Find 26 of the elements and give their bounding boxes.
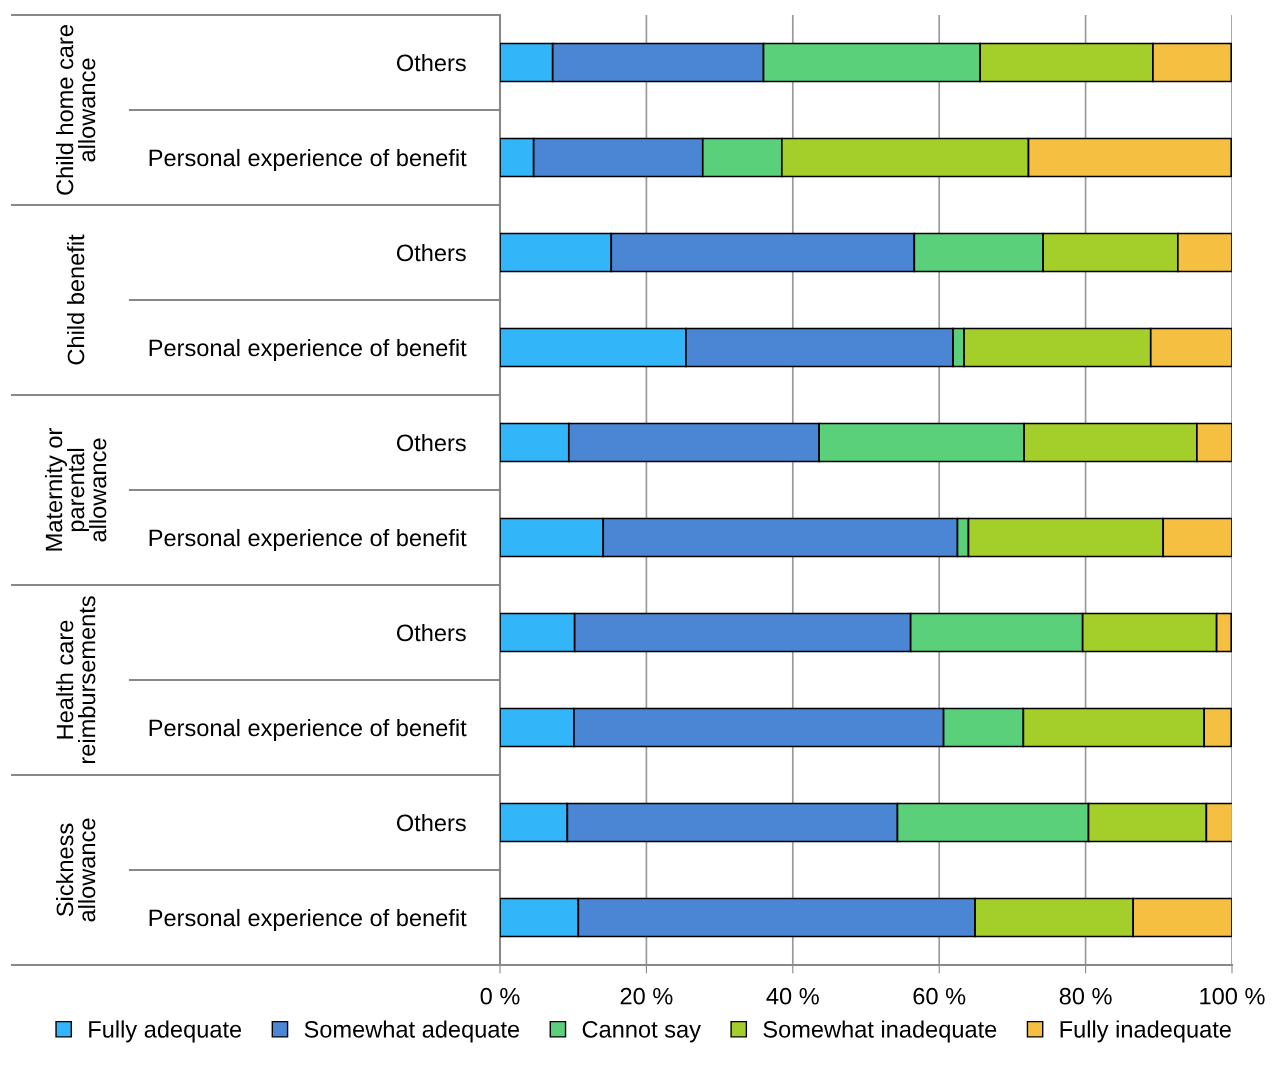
text: Health care reimbursements: [55, 596, 96, 764]
y-tick-label: Others: [396, 433, 466, 452]
y-tick-label: Others: [396, 243, 466, 262]
text: Child benefit: [67, 234, 85, 365]
y-tick-label: Others: [396, 813, 466, 832]
y-tick-label: Personal experience of benefit: [149, 148, 467, 171]
legend-label: Somewhat inadequate: [763, 1020, 997, 1043]
text: Child home care allowance: [55, 25, 96, 195]
y-tick-label: Personal experience of benefit: [149, 528, 467, 551]
y-tick-label: Personal experience of benefit: [149, 908, 467, 931]
x-tick-label: 100 %: [1200, 987, 1265, 1005]
legend-label: Fully inadequate: [1060, 1020, 1231, 1043]
x-tick-label: 60 %: [913, 987, 966, 1005]
x-tick-label: 80 %: [1059, 987, 1112, 1005]
legend-label: Fully adequate: [89, 1020, 242, 1043]
legend-label: Somewhat adequate: [304, 1020, 520, 1043]
x-tick-label: 0 %: [480, 987, 520, 1005]
legend-label: Cannot say: [582, 1021, 701, 1043]
text: Maternity or parental allowance: [44, 428, 107, 551]
y-tick-label: Personal experience of benefit: [149, 338, 467, 361]
x-tick-label: 40 %: [766, 987, 819, 1005]
y-tick-label: Others: [396, 53, 466, 72]
y-tick-label: Personal experience of benefit: [149, 718, 467, 741]
text: Sickness allowance: [55, 818, 96, 922]
x-tick-label: 20 %: [620, 987, 673, 1005]
y-tick-label: Others: [396, 623, 466, 642]
